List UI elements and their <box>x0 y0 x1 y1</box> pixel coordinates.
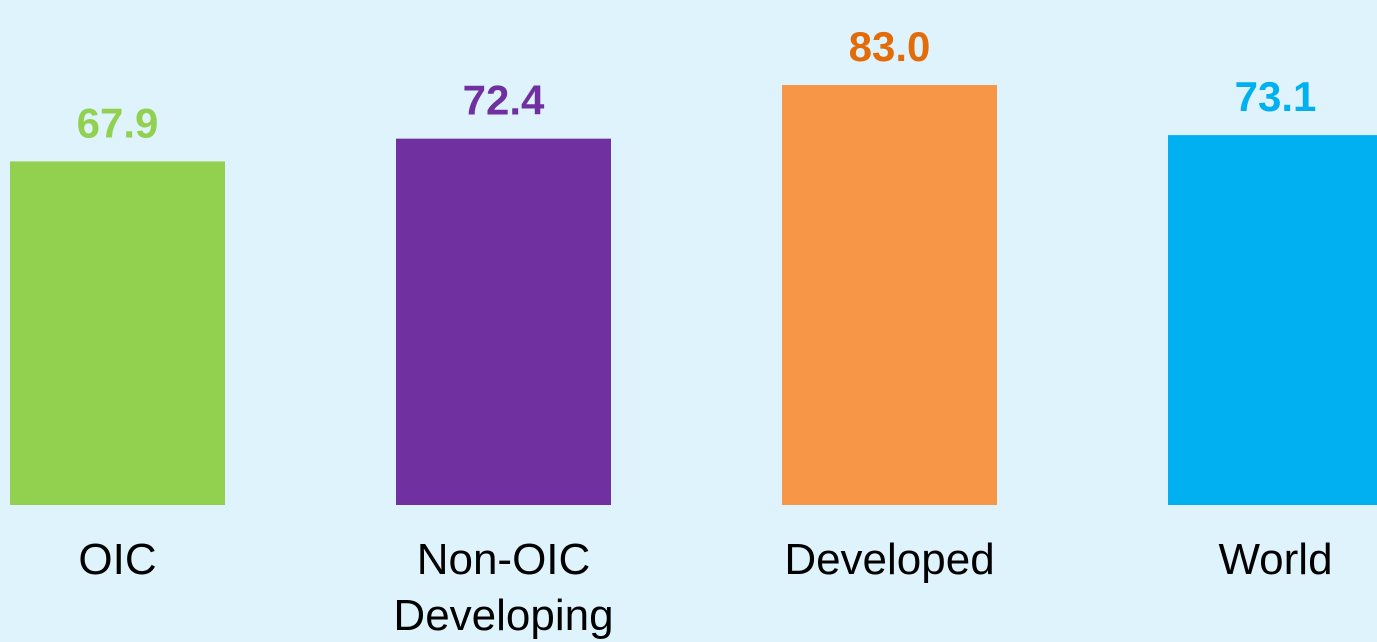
category-label: Non-OIC Developing <box>393 535 614 640</box>
value-label: 83.0 <box>849 23 931 70</box>
bar <box>1168 135 1377 505</box>
bar <box>10 161 225 505</box>
value-label: 73.1 <box>1235 73 1317 120</box>
category-label: World <box>1218 535 1333 584</box>
category-label: Developed <box>784 535 995 584</box>
value-label: 67.9 <box>77 99 159 146</box>
value-label: 72.4 <box>463 77 545 124</box>
bar <box>396 138 611 505</box>
bar <box>782 85 997 506</box>
category-label: OIC <box>78 535 157 584</box>
